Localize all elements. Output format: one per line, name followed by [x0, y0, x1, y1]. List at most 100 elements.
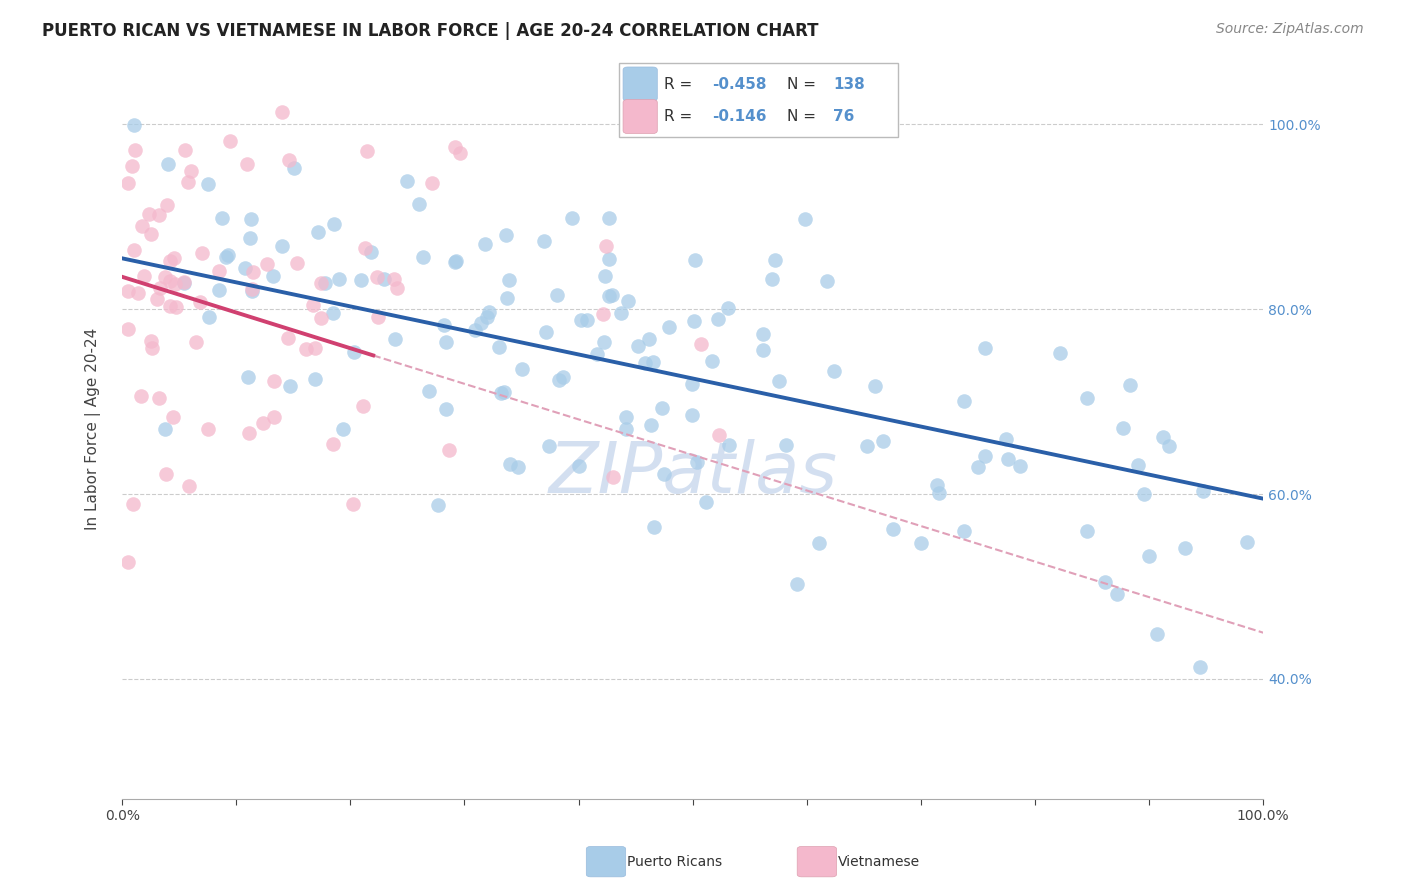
Point: [768, 374, 790, 388]
Text: 76: 76: [832, 109, 855, 124]
Point: [1159, 439, 1181, 453]
Point: [1174, 541, 1197, 555]
Point: [953, 524, 976, 539]
Point: [610, 306, 633, 320]
Point: [211, 211, 233, 225]
Point: [360, 244, 382, 259]
Point: [1192, 484, 1215, 499]
Point: [132, 269, 155, 284]
Point: [1189, 660, 1212, 674]
FancyBboxPatch shape: [619, 63, 898, 137]
Point: [278, 153, 301, 168]
Point: [219, 135, 242, 149]
Point: [1133, 487, 1156, 501]
Point: [356, 144, 378, 158]
Point: [263, 374, 285, 388]
Point: [995, 432, 1018, 446]
Point: [593, 334, 616, 349]
Point: [444, 255, 467, 269]
Point: [240, 212, 263, 227]
Point: [322, 305, 344, 319]
Point: [242, 264, 264, 278]
Point: [595, 239, 617, 253]
Point: [470, 316, 492, 330]
Point: [129, 389, 152, 403]
Point: [173, 277, 195, 291]
Point: [190, 295, 212, 310]
Point: [685, 253, 707, 268]
Point: [974, 341, 997, 355]
Point: [433, 318, 456, 333]
Point: [207, 283, 229, 297]
Point: [138, 207, 160, 221]
Point: [551, 370, 574, 384]
Point: [643, 520, 665, 534]
Point: [953, 394, 976, 409]
Point: [823, 364, 845, 378]
Point: [323, 218, 346, 232]
Text: ZIPatlas: ZIPatlas: [548, 439, 837, 508]
Text: R =: R =: [664, 77, 697, 92]
Point: [382, 271, 405, 285]
Point: [165, 277, 187, 292]
Point: [925, 478, 948, 492]
Point: [602, 288, 624, 302]
Point: [437, 442, 460, 457]
Point: [576, 313, 599, 327]
Point: [1008, 458, 1031, 473]
Point: [658, 320, 681, 334]
Point: [207, 264, 229, 278]
Point: [322, 437, 344, 451]
FancyBboxPatch shape: [623, 100, 657, 134]
Point: [384, 332, 406, 346]
Point: [153, 422, 176, 436]
Point: [426, 498, 449, 512]
Point: [131, 219, 153, 233]
Point: [236, 157, 259, 171]
Point: [294, 343, 316, 357]
Point: [236, 370, 259, 384]
Text: Vietnamese: Vietnamese: [838, 855, 920, 869]
Point: [537, 440, 560, 454]
Point: [280, 379, 302, 393]
Point: [422, 176, 444, 190]
Point: [412, 250, 434, 264]
Point: [510, 362, 533, 376]
Point: [311, 310, 333, 325]
Point: [614, 410, 637, 425]
Point: [217, 248, 239, 262]
Point: [1152, 430, 1174, 444]
Point: [561, 211, 583, 225]
Point: [385, 281, 408, 295]
Point: [488, 340, 510, 354]
Point: [434, 334, 457, 349]
Point: [974, 449, 997, 463]
Point: [165, 300, 187, 314]
Point: [593, 268, 616, 283]
Point: [856, 439, 879, 453]
Point: [149, 281, 172, 295]
Point: [534, 325, 557, 339]
Point: [367, 310, 389, 324]
Point: [761, 272, 783, 286]
Point: [304, 371, 326, 385]
Point: [141, 227, 163, 242]
Point: [498, 273, 520, 287]
Point: [307, 225, 329, 239]
Point: [640, 417, 662, 432]
Point: [117, 284, 139, 298]
Point: [1049, 346, 1071, 360]
Text: N =: N =: [787, 109, 821, 124]
Point: [569, 313, 592, 327]
Point: [309, 276, 332, 290]
Point: [568, 458, 591, 473]
Point: [681, 376, 703, 391]
Point: [533, 234, 555, 248]
Point: [1094, 574, 1116, 589]
Point: [1146, 627, 1168, 641]
Point: [343, 345, 366, 359]
Point: [651, 401, 673, 415]
Point: [235, 261, 257, 276]
Point: [159, 274, 181, 288]
Point: [614, 422, 637, 436]
